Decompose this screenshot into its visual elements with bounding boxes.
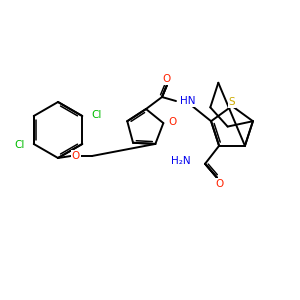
Text: O: O [163,74,171,84]
Text: S: S [229,97,235,107]
Text: HN: HN [180,96,196,106]
Text: O: O [215,179,223,189]
Text: Cl: Cl [91,110,102,120]
Text: O: O [168,117,177,127]
Text: H₂N: H₂N [171,156,191,166]
Text: O: O [72,151,80,161]
Text: Cl: Cl [14,140,25,150]
